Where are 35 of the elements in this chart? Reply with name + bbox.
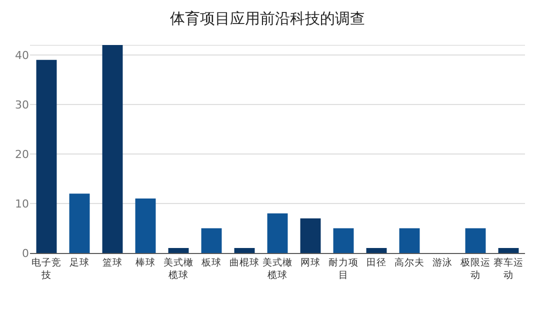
x-tick-label: 美式橄榄球	[164, 256, 194, 281]
y-tick-label: 30	[15, 98, 29, 112]
x-tick-label: 篮球	[102, 256, 122, 268]
bar	[366, 248, 387, 253]
bar	[465, 228, 486, 253]
x-tick-label: 足球	[70, 256, 90, 268]
bar	[135, 198, 156, 253]
y-tick-label: 0	[22, 246, 29, 260]
x-tick-label: 板球	[200, 256, 222, 268]
bar	[498, 248, 519, 253]
bar	[234, 248, 255, 253]
x-tick-label: 田径	[366, 257, 386, 268]
x-tick-label: 美式橄榄球	[262, 256, 292, 281]
x-tick-label: 电子竞技	[32, 256, 62, 281]
bar	[36, 60, 57, 253]
x-tick-label: 高尔夫	[394, 256, 424, 268]
x-tick-label: 网球	[300, 256, 320, 268]
x-tick-label: 游泳	[432, 256, 452, 268]
x-tick-label: 赛车运动	[494, 256, 524, 281]
x-tick-label: 极限运动	[460, 256, 490, 281]
x-tick-label: 曲棍球	[230, 256, 260, 268]
bar	[102, 45, 123, 253]
bar	[333, 228, 354, 253]
bar	[300, 218, 321, 253]
y-tick-label: 20	[15, 148, 29, 161]
x-tick-label: 耐力项目	[328, 256, 358, 281]
bar	[168, 248, 189, 253]
x-tick-label: 棒球	[136, 256, 156, 268]
bar	[267, 213, 288, 253]
bar	[201, 228, 222, 253]
y-tick-label: 10	[15, 197, 29, 210]
y-tick-label: 40	[15, 48, 29, 62]
bar	[69, 194, 90, 253]
bar	[399, 228, 420, 253]
chart-title: 体育项目应用前沿科技的调查	[170, 10, 365, 28]
